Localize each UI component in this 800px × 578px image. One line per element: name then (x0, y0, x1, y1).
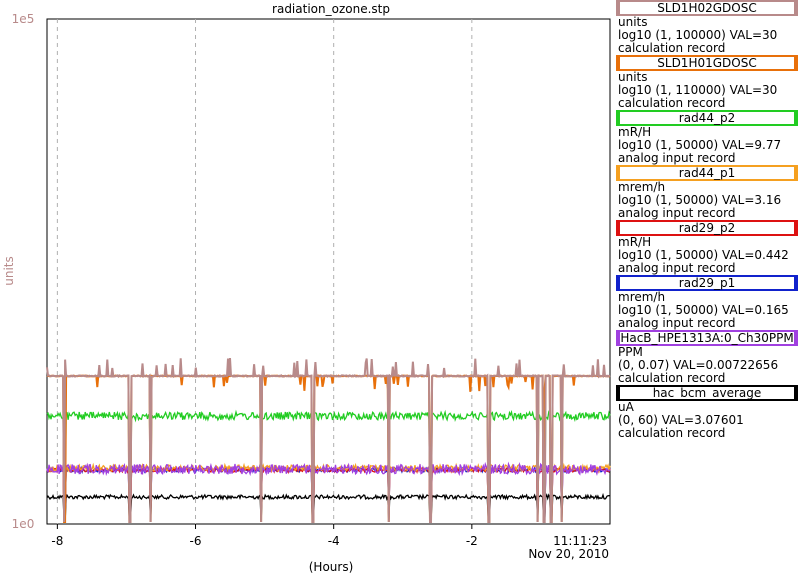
series-line-hacb-hpe1313a-0-ch30ppm (46, 461, 611, 523)
x-tick-label: -8 (51, 534, 63, 548)
legend-range: log10 (1, 110000) VAL=30 (618, 83, 778, 97)
legend-name: hac_bcm_average (616, 385, 798, 401)
x-tick-label: -6 (190, 534, 202, 548)
y-axis-label: units (2, 256, 16, 286)
legend-range: (0, 0.07) VAL=0.00722656 (618, 358, 779, 372)
legend-entry[interactable]: rad29_p1 mrem/h log10 (1, 50000) VAL=0.165… (614, 275, 800, 330)
legend-units: units (618, 70, 648, 84)
legend-name: HacB_HPE1313A:0_Ch30PPM (616, 330, 798, 346)
legend-entry[interactable]: SLD1H01GDOSC units log10 (1, 110000) VAL=3… (614, 55, 800, 110)
x-end-date: Nov 20, 2010 (528, 547, 609, 561)
legend-type: analog input record (618, 261, 736, 275)
legend-units: uA (618, 400, 634, 414)
y-tick-bottom: 1e0 (12, 517, 35, 531)
legend-entry[interactable]: rad29_p2 mR/H log10 (1, 50000) VAL=0.442 an… (614, 220, 800, 275)
legend-type: calculation record (618, 41, 726, 55)
legend-name: rad44_p1 (616, 165, 798, 181)
legend-name: rad29_p1 (616, 275, 798, 291)
series-line-hac-bcm-average (46, 492, 611, 523)
legend-entry[interactable]: rad44_p2 mR/H log10 (1, 50000) VAL=9.77 ana… (614, 110, 800, 165)
legend-range: log10 (1, 100000) VAL=30 (618, 28, 778, 42)
legend-entry[interactable]: HacB_HPE1313A:0_Ch30PPM PPM (0, 0.07) VAL=… (614, 330, 800, 385)
plot-frame (46, 18, 611, 525)
series-line-sld1h02gdosc (46, 357, 611, 523)
legend-range: log10 (1, 50000) VAL=9.77 (618, 138, 782, 152)
legend-type: calculation record (618, 96, 726, 110)
y-tick-top: 1e5 (12, 12, 35, 26)
series-lines (46, 357, 611, 523)
legend-range: log10 (1, 50000) VAL=3.16 (618, 193, 782, 207)
legend: SLD1H02GDOSC units log10 (1, 100000) VAL=3… (614, 0, 800, 440)
legend-type: calculation record (618, 371, 726, 385)
series-line-rad44-p2 (46, 409, 611, 523)
legend-units: mrem/h (618, 290, 666, 304)
grid-lines (56, 19, 473, 524)
legend-name: rad44_p2 (616, 110, 798, 126)
legend-type: calculation record (618, 426, 726, 440)
legend-entry[interactable]: hac_bcm_average uA (0, 60) VAL=3.07601 calc… (614, 385, 800, 440)
legend-name: SLD1H02GDOSC (616, 0, 798, 16)
legend-units: mR/H (618, 125, 652, 139)
legend-name: SLD1H01GDOSC (616, 55, 798, 71)
x-end-time: 11:11:23 (553, 534, 607, 548)
legend-entry[interactable]: SLD1H02GDOSC units log10 (1, 100000) VAL=3… (614, 0, 800, 55)
x-tick-label: -4 (328, 534, 340, 548)
legend-units: PPM (618, 345, 643, 359)
legend-type: analog input record (618, 316, 736, 330)
x-axis-label: (Hours) (309, 560, 354, 574)
legend-type: analog input record (618, 151, 736, 165)
legend-type: analog input record (618, 206, 736, 220)
legend-entry[interactable]: rad44_p1 mrem/h log10 (1, 50000) VAL=3.16 a… (614, 165, 800, 220)
legend-units: units (618, 15, 648, 29)
legend-units: mR/H (618, 235, 652, 249)
x-ticks: -8 -6 -4 -2 (51, 524, 478, 548)
legend-units: mrem/h (618, 180, 666, 194)
legend-range: (0, 60) VAL=3.07601 (618, 413, 744, 427)
legend-range: log10 (1, 50000) VAL=0.442 (618, 248, 789, 262)
legend-name: rad29_p2 (616, 220, 798, 236)
legend-range: log10 (1, 50000) VAL=0.165 (618, 303, 789, 317)
chart-title: radiation_ozone.stp (272, 2, 390, 16)
x-tick-label: -2 (466, 534, 478, 548)
